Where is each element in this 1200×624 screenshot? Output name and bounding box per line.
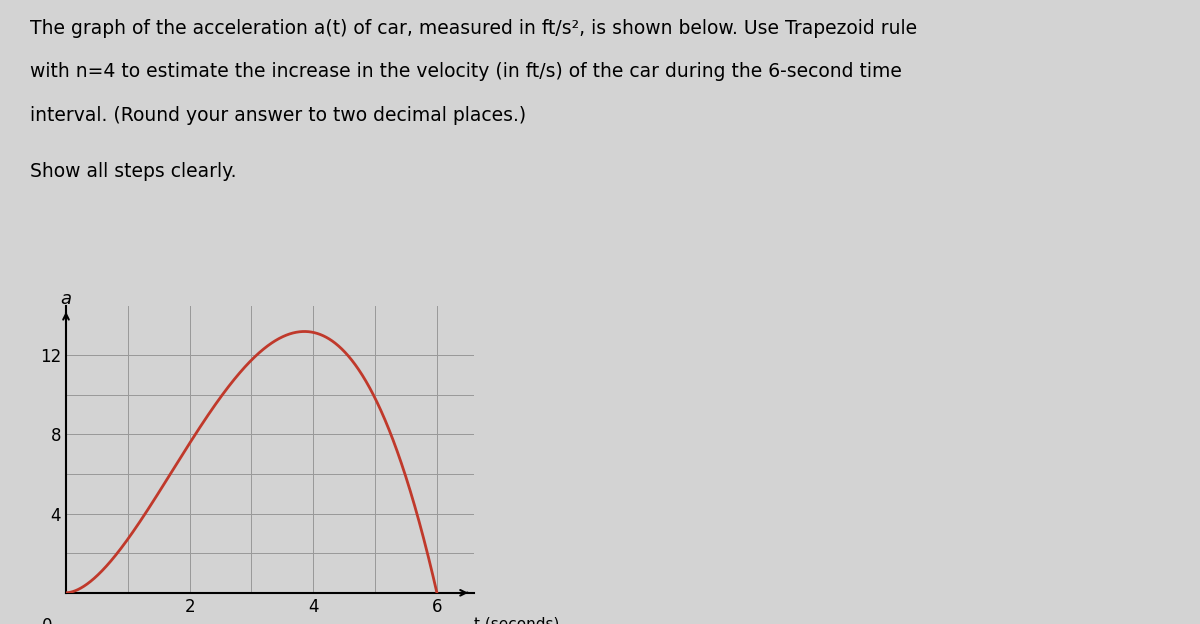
Text: interval. (Round your answer to two decimal places.): interval. (Round your answer to two deci… [30, 106, 526, 125]
Text: Show all steps clearly.: Show all steps clearly. [30, 162, 236, 181]
Text: with n=4 to estimate the increase in the velocity (in ft/s) of the car during th: with n=4 to estimate the increase in the… [30, 62, 902, 81]
Text: The graph of the acceleration a(t) of car, measured in ft/s², is shown below. Us: The graph of the acceleration a(t) of ca… [30, 19, 917, 37]
Text: t (seconds): t (seconds) [474, 617, 559, 624]
Text: a: a [60, 290, 72, 308]
Text: 0: 0 [42, 617, 53, 624]
